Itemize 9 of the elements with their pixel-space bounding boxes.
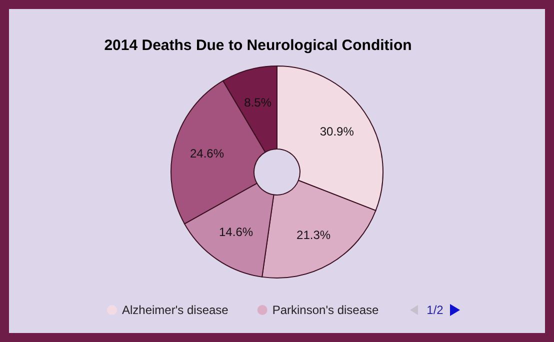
chart-title: 2014 Deaths Due to Neurological Condition	[104, 37, 412, 54]
text: 1/2	[426, 303, 444, 317]
legend-label: Alzheimer's disease	[122, 303, 229, 317]
legend-label: Parkinson's disease	[272, 303, 380, 317]
data-label: 24.6%	[190, 146, 224, 160]
data-label: 30.9%	[320, 124, 354, 138]
data-label: 14.6%	[219, 225, 254, 240]
data-label: 21.3%	[296, 228, 331, 242]
data-label: 8.5%	[244, 95, 272, 110]
